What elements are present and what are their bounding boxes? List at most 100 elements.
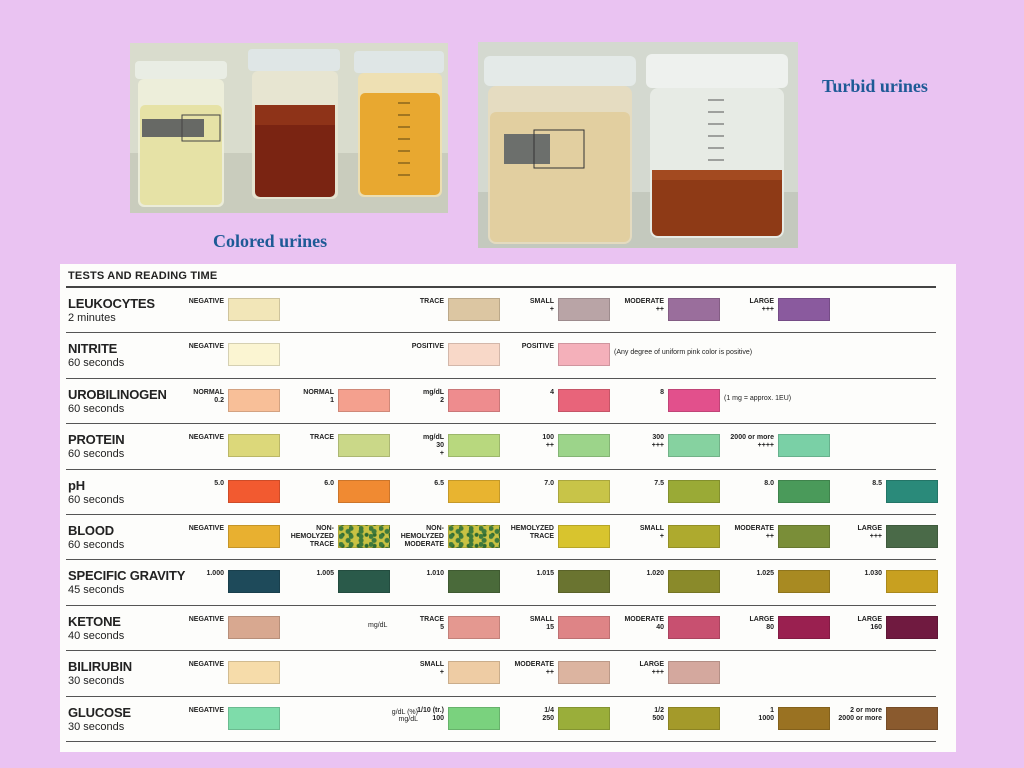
color-swatch <box>778 615 830 639</box>
color-swatch <box>778 706 830 730</box>
pad-label: 1.005 <box>316 570 334 578</box>
row-divider <box>66 468 936 470</box>
color-swatch <box>668 706 720 730</box>
color-swatch <box>338 570 390 594</box>
row-divider <box>66 513 936 515</box>
color-swatch <box>448 434 500 458</box>
color-swatch <box>448 661 500 685</box>
test-name: LEUKOCYTES <box>68 296 155 311</box>
color-swatch <box>668 479 720 503</box>
test-name: UROBILINOGEN <box>68 386 167 402</box>
row-note: g/dL (%) mg/dL <box>391 708 418 723</box>
pad-label: 1.015 <box>536 570 554 578</box>
color-swatch <box>886 570 938 594</box>
pad-label: LARGE +++ <box>857 525 883 540</box>
test-name: pH <box>68 477 85 493</box>
test-name: NITRITE <box>68 341 118 357</box>
pad-label: 8.5 <box>872 479 882 487</box>
pad-label: 1.020 <box>646 570 664 578</box>
row-divider <box>66 695 936 697</box>
color-swatch <box>448 298 500 321</box>
pad-label: SMALL + <box>529 298 554 313</box>
color-swatch <box>558 525 610 548</box>
color-swatch <box>668 570 720 594</box>
color-swatch <box>668 615 720 639</box>
turbid-urines-caption: Turbid urines <box>822 76 928 96</box>
pad-label: NON- HEMOLYZED TRACE <box>290 525 334 548</box>
color-swatch <box>448 525 500 548</box>
row-divider <box>66 377 936 379</box>
turbid-urines-photo <box>478 42 798 248</box>
color-swatch <box>778 298 830 321</box>
color-swatch <box>886 615 938 639</box>
test-row-urobilinogen: UROBILINOGEN 60 seconds NORMAL 0.2 NORMAL 1… <box>66 379 936 425</box>
color-swatch <box>668 661 720 685</box>
pad-label: MODERATE 40 <box>624 615 664 631</box>
pad-label: 2000 or more ++++ <box>730 434 774 450</box>
test-name: PROTEIN <box>68 432 125 448</box>
pad-label: SMALL 15 <box>529 615 554 631</box>
pad-label: 300 +++ <box>651 434 664 450</box>
pad-label: MODERATE ++ <box>514 661 554 677</box>
pad-label: LARGE +++ <box>639 661 665 677</box>
color-swatch <box>668 298 720 321</box>
pad-label: NEGATIVE <box>188 661 224 669</box>
pad-label: 7.0 <box>544 479 554 487</box>
reading-time: 45 seconds <box>68 584 125 597</box>
color-swatch <box>338 388 390 412</box>
color-swatch <box>558 479 610 503</box>
pad-label: 1.010 <box>426 570 444 578</box>
pad-label: LARGE +++ <box>749 298 775 313</box>
pad-label: 1.030 <box>864 570 882 578</box>
color-swatch <box>558 434 610 458</box>
color-swatch <box>558 570 610 594</box>
row-divider <box>66 423 936 425</box>
test-name: BLOOD <box>68 523 114 538</box>
color-swatch <box>448 615 500 639</box>
color-swatch <box>448 343 500 367</box>
reading-time: 30 seconds <box>68 720 125 733</box>
color-swatch <box>558 661 610 685</box>
color-swatch <box>558 706 610 730</box>
test-row-nitrite: NITRITE 60 seconds NEGATIVE POSITIVE POSITIV… <box>66 333 936 379</box>
color-swatch <box>228 525 280 548</box>
color-swatch <box>228 388 280 412</box>
pad-label: 6.5 <box>434 479 444 487</box>
color-swatch <box>778 525 830 548</box>
color-swatch <box>778 570 830 594</box>
color-swatch <box>668 388 720 412</box>
pad-label: 1/2 500 <box>652 706 664 722</box>
pad-label: TRACE 5 <box>419 615 444 631</box>
test-row-blood: BLOOD 60 seconds NEGATIVE NON- HEMOLYZED TR… <box>66 515 938 561</box>
test-row-protein: PROTEIN 60 seconds NEGATIVE TRACE mg/dL 30 +… <box>66 424 936 470</box>
pad-label: 8.0 <box>764 479 774 487</box>
color-swatch <box>778 434 830 458</box>
row-divider <box>66 740 936 742</box>
pad-label: TRACE <box>419 298 444 305</box>
pad-label: TRACE <box>309 434 334 442</box>
reading-time: 30 seconds <box>68 675 125 688</box>
row-divider <box>66 559 936 561</box>
row-divider <box>66 650 936 652</box>
pad-label: NEGATIVE <box>188 706 224 714</box>
color-swatch <box>448 479 500 503</box>
pad-label: NEGATIVE <box>188 615 224 623</box>
colored-urines-photo <box>130 43 448 213</box>
pad-label: LARGE 80 <box>749 615 775 631</box>
row-note: mg/dL <box>368 621 388 629</box>
color-swatch <box>228 434 280 458</box>
test-row-specific-gravity: SPECIFIC GRAVITY 45 seconds 1.000 1.005 1.01… <box>66 560 938 606</box>
test-name: BILIRUBIN <box>68 659 132 675</box>
pad-label: NEGATIVE <box>188 298 224 305</box>
pad-label: NEGATIVE <box>188 343 224 351</box>
pad-label: 7.5 <box>654 479 664 487</box>
color-swatch <box>886 525 938 548</box>
pad-label: mg/dL 30 + <box>423 434 444 458</box>
color-swatch <box>778 479 830 503</box>
pad-label: HEMOLYZED TRACE <box>510 525 554 540</box>
pad-label: 8 <box>660 388 664 396</box>
test-row-glucose: GLUCOSE 30 seconds NEGATIVE 1/10 (tr.) 100 1… <box>66 697 938 742</box>
test-row-bilirubin: BILIRUBIN 30 seconds NEGATIVE SMALL + MODERA… <box>66 651 936 697</box>
pad-label: 4 <box>550 388 554 396</box>
test-name: KETONE <box>68 613 121 629</box>
